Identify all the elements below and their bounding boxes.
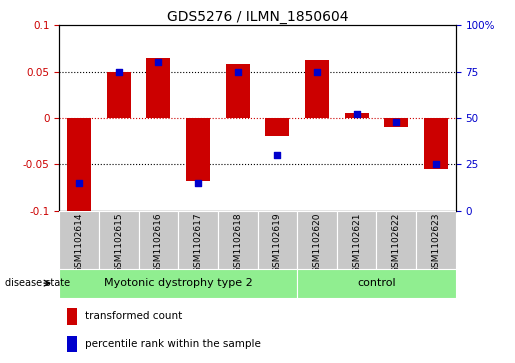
Bar bbox=[59, 269, 297, 298]
Bar bbox=[186, 118, 210, 181]
Bar bbox=[139, 211, 178, 269]
Point bbox=[234, 69, 242, 75]
Bar bbox=[99, 211, 139, 269]
Text: transformed count: transformed count bbox=[85, 311, 182, 321]
Text: GSM1102623: GSM1102623 bbox=[432, 213, 440, 273]
Bar bbox=[376, 211, 416, 269]
Text: GSM1102617: GSM1102617 bbox=[194, 213, 202, 273]
Point bbox=[194, 180, 202, 186]
Bar bbox=[67, 118, 91, 211]
Bar bbox=[345, 113, 369, 118]
Point bbox=[432, 161, 440, 167]
Bar bbox=[107, 72, 131, 118]
Text: GSM1102614: GSM1102614 bbox=[75, 213, 83, 273]
Bar bbox=[416, 211, 456, 269]
Text: disease state: disease state bbox=[5, 278, 70, 288]
Bar bbox=[226, 64, 250, 118]
Bar bbox=[424, 118, 448, 169]
Point bbox=[273, 152, 281, 158]
Bar bbox=[67, 336, 77, 352]
Text: control: control bbox=[357, 278, 396, 288]
Bar bbox=[337, 211, 376, 269]
Bar bbox=[146, 58, 170, 118]
Point bbox=[154, 60, 163, 65]
Text: Myotonic dystrophy type 2: Myotonic dystrophy type 2 bbox=[104, 278, 252, 288]
Point bbox=[114, 69, 123, 75]
Text: GSM1102621: GSM1102621 bbox=[352, 213, 361, 273]
Bar bbox=[218, 211, 258, 269]
Bar bbox=[384, 118, 408, 127]
Point bbox=[313, 69, 321, 75]
Bar bbox=[59, 211, 99, 269]
Text: GSM1102622: GSM1102622 bbox=[392, 213, 401, 273]
Bar bbox=[265, 118, 289, 136]
Text: GSM1102615: GSM1102615 bbox=[114, 213, 123, 273]
Text: GSM1102620: GSM1102620 bbox=[313, 213, 321, 273]
Point bbox=[352, 111, 360, 117]
Point bbox=[75, 180, 83, 186]
Bar bbox=[258, 211, 297, 269]
Bar bbox=[297, 269, 456, 298]
Bar bbox=[305, 60, 329, 118]
Bar bbox=[297, 211, 337, 269]
Point bbox=[392, 119, 401, 125]
Text: GSM1102618: GSM1102618 bbox=[233, 213, 242, 273]
Bar bbox=[178, 211, 218, 269]
Bar bbox=[67, 308, 77, 325]
Text: GSM1102616: GSM1102616 bbox=[154, 213, 163, 273]
Title: GDS5276 / ILMN_1850604: GDS5276 / ILMN_1850604 bbox=[167, 11, 348, 24]
Text: GSM1102619: GSM1102619 bbox=[273, 213, 282, 273]
Text: percentile rank within the sample: percentile rank within the sample bbox=[85, 339, 261, 349]
